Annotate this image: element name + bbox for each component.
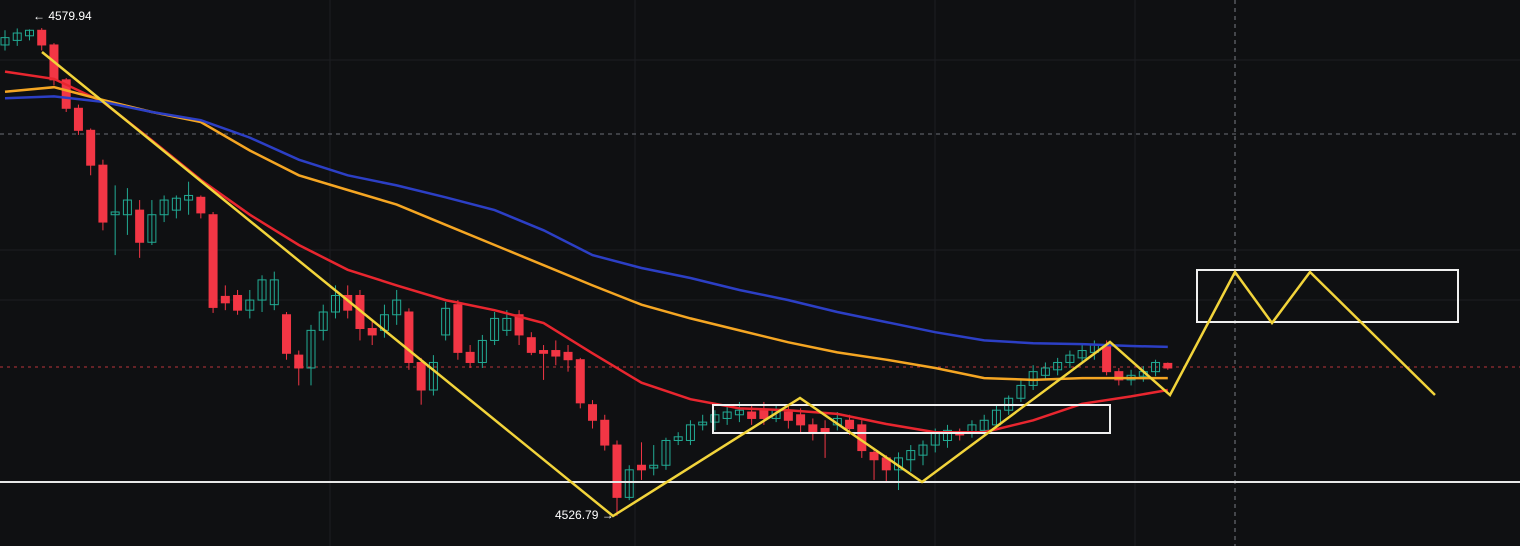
moving-average (4, 95, 1168, 349)
candle-body (208, 214, 218, 308)
candle-body (1065, 354, 1075, 363)
candle-body (441, 307, 451, 336)
candle-body (845, 419, 855, 430)
candle-body (233, 294, 243, 311)
candle-body (330, 294, 340, 313)
candle-body (979, 419, 989, 431)
candle-body (1102, 344, 1112, 373)
candle-body (636, 464, 646, 471)
candle-body (563, 351, 573, 361)
candle-body (61, 79, 71, 109)
candle-body (575, 359, 585, 404)
candle-body (722, 411, 732, 419)
candle-body (416, 361, 426, 391)
candle-body (661, 439, 671, 466)
candle-body (159, 199, 169, 216)
drawings (0, 51, 1520, 518)
candle-body (453, 304, 463, 353)
candle-body (257, 279, 267, 301)
candle-body (1114, 371, 1124, 381)
candle-body (820, 428, 830, 433)
candle-body (24, 29, 34, 37)
candle-body (404, 311, 414, 363)
candle-body (551, 350, 561, 357)
candle-body (171, 197, 181, 211)
candle-body (624, 469, 634, 498)
candle-body (428, 361, 438, 391)
candle-body (110, 211, 120, 216)
candle-body (526, 337, 536, 353)
candle-body (514, 314, 524, 336)
candle-body (490, 317, 500, 341)
candle-body (392, 299, 402, 316)
candle-body (685, 424, 695, 441)
target-box (1196, 269, 1459, 323)
candle-body (588, 404, 598, 421)
candle-body (710, 414, 720, 423)
candle-body (184, 194, 194, 201)
candle-body (698, 421, 708, 426)
candle-body (12, 32, 22, 41)
candle-body (918, 444, 928, 456)
candle-body (942, 429, 952, 441)
candle-body (869, 451, 879, 461)
candle-body (600, 419, 610, 446)
candle-body (86, 129, 96, 166)
zigzag-projection (41, 51, 1436, 518)
candle-body (306, 329, 316, 369)
candle-body (318, 311, 328, 331)
candle-body (906, 450, 916, 461)
candle-body (1016, 384, 1026, 399)
candle-body (269, 279, 279, 306)
candle-body (539, 350, 549, 354)
candle-body (282, 314, 292, 354)
moving-average (4, 85, 1168, 382)
candle-body (991, 409, 1001, 426)
candle-body (734, 409, 744, 416)
low-label: 4526.79 → (555, 508, 614, 522)
candle-body (122, 199, 132, 216)
candle-body (502, 317, 512, 331)
candle-body (1077, 350, 1087, 359)
candle-body (673, 436, 683, 441)
candle-body (465, 351, 475, 363)
candle-body (649, 464, 659, 469)
candle-body (796, 414, 806, 426)
candle-body (612, 444, 622, 498)
candle-body (367, 328, 377, 336)
candle-body (1040, 367, 1050, 376)
candle-body (477, 339, 487, 363)
candle-body (294, 354, 304, 369)
candle-body (196, 196, 206, 214)
candle-body (98, 164, 108, 223)
candle-body (1151, 361, 1161, 373)
candle-body (1053, 361, 1063, 371)
candle-body (783, 411, 793, 421)
candle-body (0, 37, 10, 46)
candle-body (245, 299, 255, 311)
high-label: ← 4579.94 (33, 9, 92, 23)
candle-body (1163, 362, 1173, 369)
candle-body (220, 295, 230, 304)
candle-body (747, 411, 757, 419)
candle-body (147, 214, 157, 243)
candle-body (355, 294, 365, 330)
range-box (712, 404, 1111, 434)
candle-body (135, 209, 145, 243)
candle-body (808, 424, 818, 433)
candle-body (37, 29, 47, 46)
candle-body (73, 107, 83, 131)
candle-body (759, 409, 769, 419)
